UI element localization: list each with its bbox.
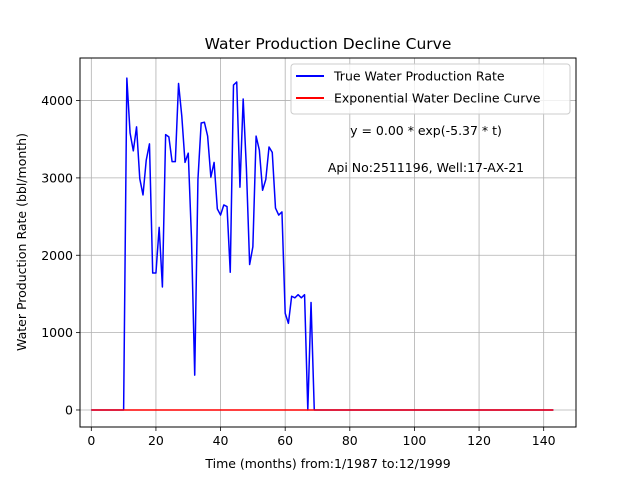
legend-label-exponential-curve: Exponential Water Decline Curve	[334, 91, 541, 106]
chart-title: Water Production Decline Curve	[205, 35, 452, 53]
x-tick-label: 20	[148, 433, 164, 448]
y-tick-label: 4000	[41, 93, 73, 108]
x-tick-label: 140	[532, 433, 556, 448]
y-axis-label: Water Production Rate (bbl/month)	[14, 133, 29, 351]
x-tick-label: 60	[277, 433, 293, 448]
axis-ticks: 0 20 40 60 80 100 120 140 0 1000 2000 3000 4000	[41, 93, 555, 448]
x-axis-label: Time (months) from:1/1987 to:12/1999	[204, 456, 450, 471]
legend: True Water Production Rate Exponential W…	[290, 63, 571, 115]
x-tick-label: 120	[467, 433, 491, 448]
x-tick-label: 0	[87, 433, 95, 448]
legend-box	[290, 63, 571, 115]
x-tick-label: 100	[403, 433, 427, 448]
x-tick-label: 40	[213, 433, 229, 448]
series-lines	[91, 77, 554, 411]
x-tick-label: 80	[342, 433, 358, 448]
y-tick-label: 3000	[41, 170, 73, 185]
series-line-true-rate	[91, 77, 554, 411]
plot-frame	[79, 57, 577, 428]
y-tick-label: 0	[65, 402, 73, 417]
legend-label-true-rate: True Water Production Rate	[333, 69, 505, 84]
well-annotation: Api No:2511196, Well:17-AX-21	[328, 160, 524, 175]
y-tick-label: 1000	[41, 325, 73, 340]
equation-annotation: y = 0.00 * exp(-5.37 * t)	[350, 123, 502, 138]
y-tick-label: 2000	[41, 248, 73, 263]
